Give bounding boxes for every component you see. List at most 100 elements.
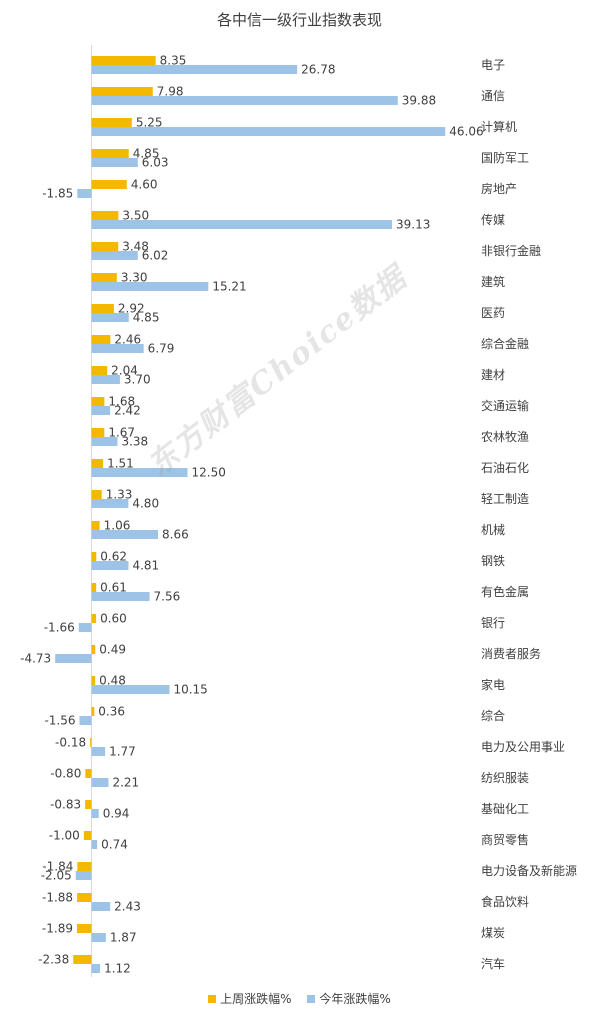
bar-last-week-19 bbox=[91, 645, 96, 654]
bar-ytd-0 bbox=[91, 65, 298, 74]
category-label-9: 综合金融 bbox=[481, 336, 529, 351]
bar-ytd-22 bbox=[91, 747, 106, 756]
bar-last-week-16 bbox=[91, 552, 97, 561]
legend-label-last-week: 上周涨跌幅% bbox=[220, 992, 292, 1006]
bar-last-week-28 bbox=[76, 924, 92, 933]
bar-last-week-1 bbox=[91, 87, 153, 96]
label-ytd-22: 1.77 bbox=[109, 745, 136, 759]
label-ytd-20: 10.15 bbox=[173, 683, 207, 697]
label-ytd-21: -1.56 bbox=[44, 714, 75, 728]
category-label-29: 汽车 bbox=[481, 956, 505, 971]
category-label-2: 计算机 bbox=[481, 119, 517, 134]
bar-ytd-23 bbox=[91, 778, 109, 787]
category-label-7: 建筑 bbox=[481, 274, 505, 289]
bar-ytd-9 bbox=[91, 344, 144, 353]
bar-ytd-7 bbox=[91, 282, 209, 291]
category-label-27: 食品饮料 bbox=[481, 894, 529, 909]
label-last-week-20: 0.48 bbox=[99, 674, 126, 688]
category-label-4: 房地产 bbox=[481, 181, 517, 196]
category-label-20: 家电 bbox=[481, 677, 505, 692]
category-label-11: 交通运输 bbox=[481, 398, 529, 413]
bar-last-week-27 bbox=[77, 893, 92, 902]
label-last-week-21: 0.36 bbox=[98, 705, 125, 719]
bar-ytd-17 bbox=[91, 592, 150, 601]
label-last-week-28: -1.89 bbox=[42, 922, 73, 936]
label-ytd-12: 3.38 bbox=[121, 435, 148, 449]
label-ytd-1: 39.88 bbox=[402, 94, 436, 108]
label-ytd-8: 4.85 bbox=[133, 311, 160, 325]
chart-title: 各中信一级行业指数表现 bbox=[216, 11, 382, 29]
label-ytd-7: 15.21 bbox=[212, 280, 246, 294]
label-ytd-13: 12.50 bbox=[192, 466, 226, 480]
bar-ytd-18 bbox=[78, 623, 92, 632]
category-label-10: 建材 bbox=[481, 368, 505, 382]
label-last-week-27: -1.88 bbox=[42, 891, 73, 905]
legend-swatch-last-week bbox=[208, 995, 217, 1003]
bar-last-week-12 bbox=[91, 428, 105, 437]
bar-ytd-1 bbox=[91, 96, 398, 105]
category-label-8: 医药 bbox=[481, 306, 505, 320]
category-label-12: 农林牧渔 bbox=[481, 430, 529, 444]
category-label-17: 有色金属 bbox=[481, 584, 529, 599]
label-last-week-13: 1.51 bbox=[107, 457, 134, 471]
label-ytd-28: 1.87 bbox=[110, 931, 137, 945]
label-ytd-5: 39.13 bbox=[396, 218, 430, 232]
legend-item-last-week: 上周涨跌幅% bbox=[208, 990, 292, 1007]
bar-last-week-29 bbox=[73, 955, 92, 964]
bar-last-week-23 bbox=[85, 769, 92, 778]
bar-last-week-15 bbox=[91, 521, 100, 530]
bar-last-week-18 bbox=[91, 614, 97, 623]
label-last-week-15: 1.06 bbox=[104, 519, 131, 533]
category-label-15: 机械 bbox=[481, 522, 505, 537]
category-label-13: 石油石化 bbox=[481, 461, 529, 475]
label-last-week-9: 2.46 bbox=[114, 333, 141, 347]
category-label-6: 非银行金融 bbox=[481, 243, 541, 258]
label-ytd-19: -4.73 bbox=[20, 652, 51, 666]
bar-last-week-14 bbox=[91, 490, 102, 499]
label-ytd-26: -2.05 bbox=[41, 869, 72, 883]
label-ytd-17: 7.56 bbox=[154, 590, 181, 604]
label-ytd-18: -1.66 bbox=[44, 621, 75, 635]
label-last-week-3: 4.85 bbox=[133, 147, 160, 161]
label-last-week-24: -0.83 bbox=[50, 798, 81, 812]
bar-last-week-11 bbox=[91, 397, 105, 406]
category-label-14: 轻工制造 bbox=[481, 492, 529, 506]
bar-ytd-2 bbox=[91, 127, 446, 136]
label-ytd-2: 46.06 bbox=[449, 125, 483, 139]
category-label-0: 电子 bbox=[481, 58, 505, 72]
label-ytd-0: 26.78 bbox=[301, 63, 335, 77]
label-last-week-4: 4.60 bbox=[131, 178, 158, 192]
bar-last-week-25 bbox=[83, 831, 92, 840]
bar-last-week-5 bbox=[91, 211, 119, 220]
bar-ytd-3 bbox=[91, 158, 138, 167]
bar-last-week-4 bbox=[91, 180, 127, 189]
category-label-22: 电力及公用事业 bbox=[481, 740, 565, 754]
label-last-week-16: 0.62 bbox=[100, 550, 127, 564]
bar-ytd-16 bbox=[91, 561, 129, 570]
legend-label-ytd: 今年涨跌幅% bbox=[319, 992, 391, 1006]
label-last-week-29: -2.38 bbox=[38, 953, 69, 967]
bar-last-week-13 bbox=[91, 459, 104, 468]
bar-ytd-15 bbox=[91, 530, 159, 539]
bar-last-week-24 bbox=[85, 800, 92, 809]
bar-last-week-9 bbox=[91, 335, 111, 344]
label-last-week-26: -1.84 bbox=[42, 860, 73, 874]
bar-last-week-8 bbox=[91, 304, 114, 313]
label-ytd-25: 0.74 bbox=[101, 838, 128, 852]
bar-ytd-21 bbox=[79, 716, 92, 725]
bar-last-week-26 bbox=[77, 862, 92, 871]
bar-ytd-5 bbox=[91, 220, 393, 229]
category-label-3: 国防军工 bbox=[481, 150, 529, 165]
label-last-week-18: 0.60 bbox=[100, 612, 127, 626]
bar-ytd-19 bbox=[55, 654, 92, 663]
bar-ytd-26 bbox=[75, 871, 92, 880]
bar-ytd-28 bbox=[91, 933, 106, 942]
label-last-week-19: 0.49 bbox=[99, 643, 126, 657]
label-last-week-8: 2.92 bbox=[118, 302, 145, 316]
legend-item-ytd: 今年涨跌幅% bbox=[307, 990, 391, 1007]
label-ytd-3: 6.03 bbox=[142, 156, 169, 170]
bar-ytd-4 bbox=[77, 189, 92, 198]
label-ytd-16: 4.81 bbox=[132, 559, 159, 573]
label-ytd-15: 8.66 bbox=[162, 528, 189, 542]
label-ytd-24: 0.94 bbox=[103, 807, 130, 821]
